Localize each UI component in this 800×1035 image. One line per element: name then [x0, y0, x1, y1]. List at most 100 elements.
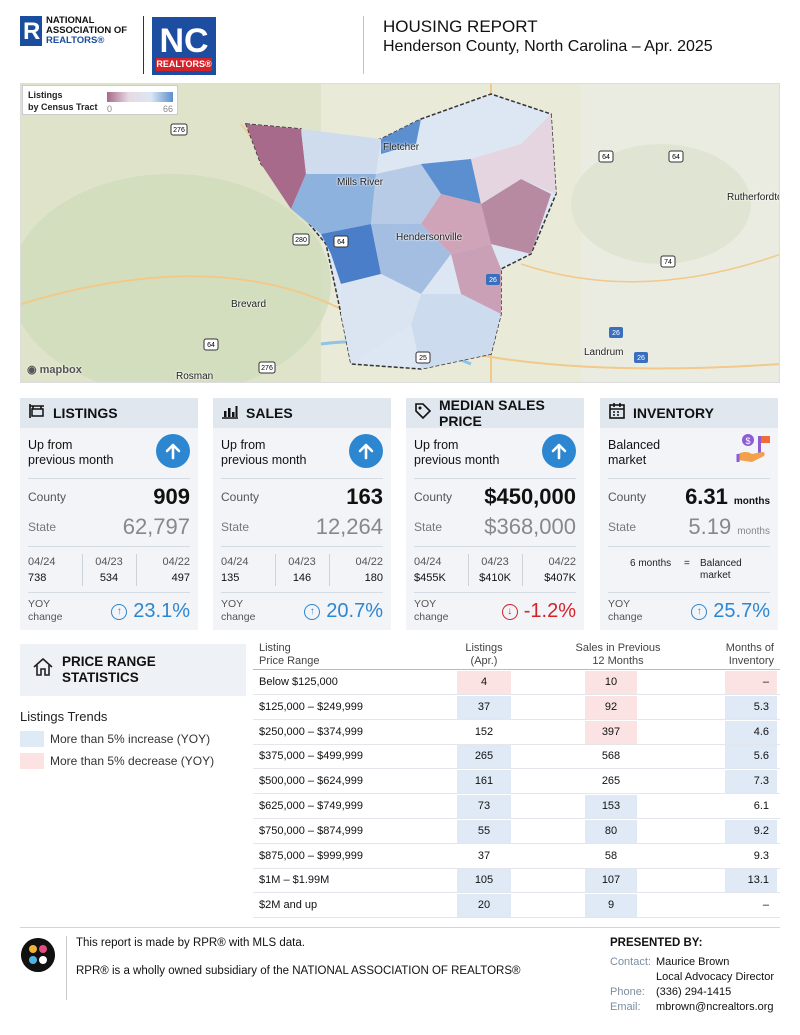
trend-text: Up from previous month — [28, 438, 114, 467]
trend-text: Up from previous month — [414, 438, 500, 467]
row-sales: 107 — [585, 869, 637, 893]
legend-min: 0 — [107, 104, 113, 114]
listings-trends-title: Listings Trends — [20, 709, 108, 724]
svg-text:64: 64 — [672, 154, 680, 161]
row-sales: 92 — [585, 695, 637, 719]
card-inventory: INVENTORY Balanced market $ County 6.31 mo… — [600, 398, 778, 630]
map-place-brevard: Brevard — [231, 299, 267, 310]
table-row: $500,000 – $624,999 161 265 7.3 — [253, 770, 780, 795]
table-row: $625,000 – $749,999 73 153 6.1 — [253, 795, 780, 819]
row-listings: 105 — [457, 869, 511, 893]
map-place-rosman: Rosman — [176, 371, 214, 382]
inventory-note-right: Balanced market — [700, 558, 742, 581]
state-label: State — [221, 520, 250, 534]
th-months: Months of Inventory — [725, 642, 774, 667]
row-listings: 4 — [457, 671, 511, 694]
svg-text:$: $ — [745, 436, 750, 446]
card-listings: LISTINGS Up from previous month County 90… — [20, 398, 198, 630]
row-months: 4.6 — [725, 720, 777, 744]
yoy-value: ↑ 20.7% — [304, 600, 383, 623]
row-sales: 397 — [585, 720, 637, 744]
history-2: 04/22 $407K — [544, 556, 576, 584]
price-range-title: PRICE RANGE STATISTICS — [62, 654, 156, 686]
price-tag-icon — [414, 402, 432, 425]
row-months: 5.6 — [725, 745, 777, 769]
footer-vertical-divider — [66, 936, 67, 1000]
card-title: INVENTORY — [633, 405, 714, 421]
census-tract-map[interactable]: 276 64 64 280 64 74 26 26 26 25 276 64 F… — [20, 83, 780, 383]
legend-color-scale — [107, 92, 173, 102]
nar-logo-line3: REALTORS® — [46, 35, 105, 46]
row-sales: 10 — [585, 671, 637, 694]
svg-text:276: 276 — [261, 365, 273, 372]
mapbox-label: mapbox — [39, 364, 82, 376]
arrow-down-circle-icon: ↓ — [501, 603, 518, 620]
row-range: $875,000 – $999,999 — [259, 849, 363, 862]
presented-by-label: PRESENTED BY: — [610, 937, 703, 949]
contact-name: Maurice Brown — [656, 956, 730, 968]
divider — [221, 592, 383, 593]
history-divider — [329, 554, 330, 586]
history-divider — [522, 554, 523, 586]
row-listings: 37 — [457, 695, 511, 719]
hand-money-icon: $ — [736, 432, 772, 471]
row-sales: 265 — [601, 775, 621, 788]
yoy-label: YOY change — [221, 598, 256, 623]
row-listings: 55 — [457, 819, 511, 843]
history-0: 04/24 $455K — [414, 556, 446, 584]
legend-title-1: Listings — [28, 90, 63, 100]
divider — [608, 592, 770, 593]
row-months: 7.3 — [725, 770, 777, 794]
row-range: $125,000 – $249,999 — [259, 700, 363, 713]
row-months: – — [725, 671, 777, 694]
row-months: – — [762, 899, 769, 912]
row-months: 6.1 — [753, 800, 769, 812]
yoy-value: ↓ -1.2% — [501, 600, 576, 623]
yoy-label: YOY change — [608, 598, 643, 623]
divider — [221, 546, 383, 547]
state-value: $368,000 — [484, 514, 576, 539]
table-row: $750,000 – $874,999 55 80 9.2 — [253, 819, 780, 844]
row-range: $2M and up — [259, 899, 318, 912]
row-months: 13.1 — [725, 869, 777, 893]
sign-icon — [28, 403, 46, 424]
arrow-up-circle-icon: ↑ — [111, 603, 128, 620]
inventory-note-left: 6 months — [630, 558, 672, 569]
legend-increase: More than 5% increase (YOY) — [20, 731, 210, 747]
table-row: Below $125,000 4 10 – — [253, 671, 780, 695]
yoy-value: ↑ 25.7% — [691, 600, 770, 623]
svg-text:26: 26 — [612, 330, 620, 337]
legend-decrease: More than 5% decrease (YOY) — [20, 753, 214, 769]
nc-logo-sub: REALTORS® — [156, 58, 212, 71]
legend-increase-label: More than 5% increase (YOY) — [50, 732, 211, 746]
county-label: County — [28, 490, 67, 504]
map-graphic: 276 64 64 280 64 74 26 26 26 25 276 64 — [21, 84, 779, 382]
row-listings: 37 — [477, 849, 491, 862]
svg-text:280: 280 — [295, 237, 307, 244]
house-icon — [33, 657, 53, 676]
history-divider — [82, 554, 83, 586]
map-place-landrum: Landrum — [584, 347, 624, 358]
price-range-header — [20, 644, 246, 696]
county-label: County — [608, 490, 647, 504]
row-months: 5.3 — [725, 695, 777, 719]
row-listings: 152 — [474, 725, 494, 738]
map-place-hendersonville: Hendersonville — [396, 232, 463, 243]
nar-logo-line1: NATIONAL — [46, 15, 95, 26]
table-row: $875,000 – $999,999 37 58 9.3 — [253, 845, 780, 869]
email-row[interactable]: Email: mbrown@ncrealtors.org — [610, 1001, 774, 1013]
card-median-sales-price: MEDIAN SALES PRICE Up from previous month… — [406, 397, 584, 630]
report-subtitle: Henderson County, North Carolina – Apr. … — [383, 38, 713, 55]
card-title: MEDIAN SALES PRICE — [439, 397, 545, 429]
state-label: State — [28, 520, 57, 534]
th-sales: Sales in Previous 12 Months — [575, 642, 661, 667]
arrow-up-icon — [156, 434, 190, 468]
mapbox-attribution[interactable]: ◉ mapbox — [27, 363, 82, 376]
divider — [414, 546, 576, 547]
yoy-label: YOY change — [28, 598, 63, 623]
row-listings: 20 — [457, 894, 511, 918]
map-place-mills-river: Mills River — [337, 177, 384, 188]
rpr-logo-icon — [21, 938, 55, 972]
row-range: $750,000 – $874,999 — [259, 824, 363, 837]
row-months: 9.3 — [753, 849, 769, 862]
